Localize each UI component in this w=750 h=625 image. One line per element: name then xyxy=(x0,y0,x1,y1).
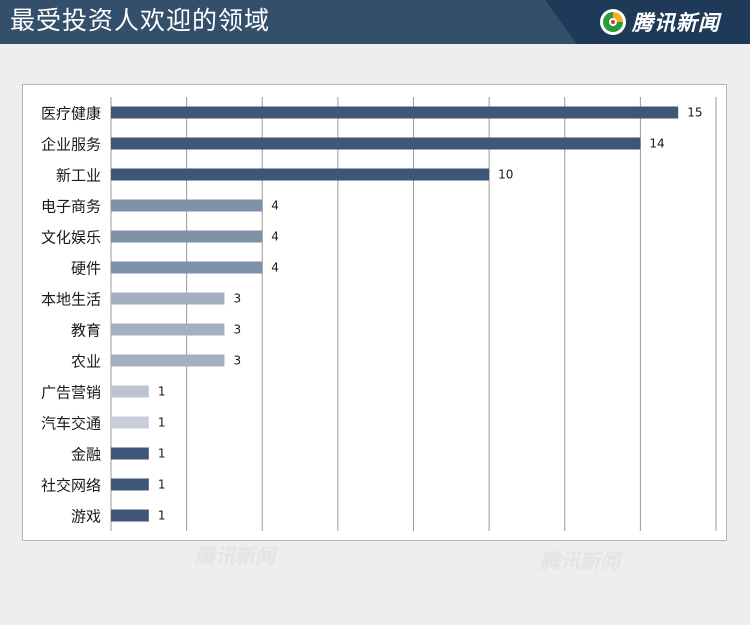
bar xyxy=(111,478,149,491)
watermark-left: 腾讯新闻 xyxy=(195,544,275,568)
data-label: 1 xyxy=(158,416,166,430)
bar xyxy=(111,509,149,522)
category-label: 农业 xyxy=(71,353,101,371)
bar xyxy=(111,447,149,460)
category-label: 汽车交通 xyxy=(41,415,101,433)
bar xyxy=(111,261,263,274)
category-label: 社交网络 xyxy=(41,477,101,495)
data-label: 14 xyxy=(649,137,664,151)
category-label: 本地生活 xyxy=(41,291,101,309)
bar xyxy=(111,292,225,305)
page-title: 最受投资人欢迎的领域 xyxy=(10,6,271,35)
category-label: 硬件 xyxy=(71,260,101,278)
data-label: 1 xyxy=(158,447,166,461)
category-label: 电子商务 xyxy=(41,198,101,216)
data-label: 15 xyxy=(687,106,702,120)
bar xyxy=(111,354,225,367)
data-label: 10 xyxy=(498,168,513,182)
data-label: 3 xyxy=(233,354,241,368)
category-label: 金融 xyxy=(71,446,101,464)
bar xyxy=(111,106,679,119)
category-label: 游戏 xyxy=(71,508,101,526)
header-bar: 最受投资人欢迎的领域 腾讯新闻 xyxy=(0,0,750,44)
category-label: 教育 xyxy=(71,322,101,340)
bar xyxy=(111,385,149,398)
bar xyxy=(111,230,263,243)
bar xyxy=(111,199,263,212)
bar-chart: 医疗健康 15 企业服务 14 新工业 10 电子商务 4 文化娱乐 4 硬件 4 本地生活 3 教育 3 农业… xyxy=(41,97,717,531)
category-label: 医疗健康 xyxy=(41,105,101,123)
category-label: 新工业 xyxy=(56,167,101,185)
watermark-right: 腾讯新闻 xyxy=(540,549,620,573)
bar xyxy=(111,137,641,150)
brand-name: 腾讯新闻 xyxy=(632,11,720,35)
data-label: 1 xyxy=(158,385,166,399)
data-label: 4 xyxy=(271,261,279,275)
data-label: 3 xyxy=(233,323,241,337)
data-label: 4 xyxy=(271,230,279,244)
bar xyxy=(111,323,225,336)
data-label: 1 xyxy=(158,478,166,492)
data-label: 3 xyxy=(233,292,241,306)
bar xyxy=(111,416,149,429)
data-label: 4 xyxy=(271,199,279,213)
brand: 腾讯新闻 xyxy=(598,6,720,38)
bar xyxy=(111,168,490,181)
category-label: 文化娱乐 xyxy=(41,229,101,247)
category-label: 广告营销 xyxy=(41,384,101,402)
chart-panel: 医疗健康 15 企业服务 14 新工业 10 电子商务 4 文化娱乐 4 硬件 4 本地生活 3 教育 3 农业… xyxy=(22,84,727,541)
data-label: 1 xyxy=(158,509,166,523)
category-label: 企业服务 xyxy=(41,136,101,154)
tencent-news-logo-icon xyxy=(600,9,626,35)
